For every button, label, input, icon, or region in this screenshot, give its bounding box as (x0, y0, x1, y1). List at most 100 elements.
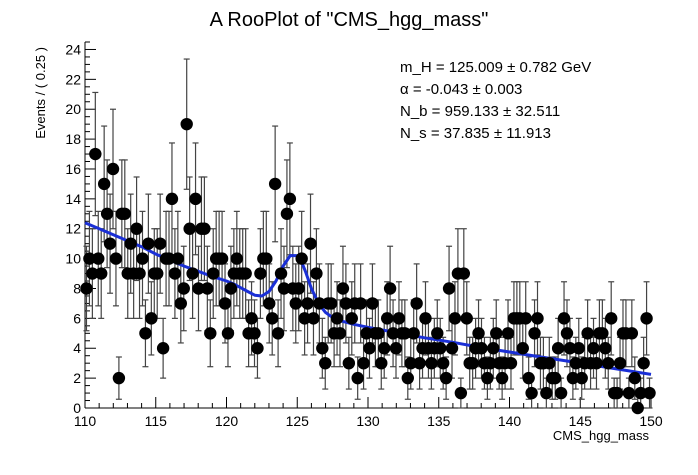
data-point (274, 267, 288, 280)
data-point (460, 312, 473, 325)
data-point (201, 282, 214, 295)
data-point (100, 207, 114, 220)
data-point (177, 282, 190, 295)
data-point (95, 267, 108, 280)
data-point (575, 371, 588, 385)
data-point (419, 312, 432, 325)
data-point (363, 342, 376, 355)
y-tick-label: 0 (73, 400, 81, 416)
data-point (92, 252, 105, 265)
data-point (434, 342, 447, 355)
data-point (204, 327, 217, 340)
data-point (599, 342, 612, 355)
y-tick-label: 22 (65, 71, 81, 87)
data-point (407, 327, 420, 340)
data-point (319, 356, 332, 370)
data-point (457, 267, 471, 280)
x-axis: 110 115 120 125 130 135 140 145 150 (74, 397, 663, 429)
error-bars (83, 58, 653, 409)
data-point (495, 371, 509, 385)
data-point (139, 327, 152, 340)
data-point (466, 356, 479, 370)
data-point (283, 192, 297, 206)
data-point (156, 342, 170, 355)
data-point (392, 312, 406, 325)
data-point (230, 252, 244, 265)
data-point (130, 222, 143, 235)
data-point (106, 162, 120, 176)
data-point (357, 356, 370, 370)
data-point (602, 356, 615, 370)
fit-param-mh: m_H = 125.009 ± 0.782 GeV (400, 59, 591, 76)
data-point (339, 297, 353, 310)
data-point (174, 297, 188, 310)
data-point (410, 297, 423, 310)
data-point (298, 312, 311, 325)
data-point (153, 237, 167, 250)
data-point (103, 237, 117, 250)
data-point (183, 222, 196, 235)
data-point (189, 192, 202, 206)
data-point (425, 356, 438, 370)
data-point (628, 371, 641, 385)
x-tick-label: 135 (427, 413, 451, 429)
y-tick-label: 6 (73, 310, 81, 326)
data-point (454, 386, 468, 400)
data-point (622, 386, 636, 400)
data-point (605, 312, 618, 325)
data-point (133, 267, 146, 280)
data-point (401, 371, 414, 385)
y-tick-label: 18 (65, 131, 81, 147)
data-point (186, 267, 199, 280)
x-axis-label: CMS_hgg_mass (553, 428, 650, 443)
data-point (136, 252, 149, 265)
data-point (83, 252, 96, 265)
data-point (490, 327, 503, 340)
data-point (525, 386, 538, 400)
x-tick-label: 115 (145, 413, 168, 429)
y-tick-label: 12 (65, 221, 81, 237)
data-point (519, 312, 532, 325)
data-point (472, 327, 485, 340)
data-point (277, 282, 291, 295)
data-point (643, 386, 656, 400)
data-point (475, 342, 488, 355)
data-point (248, 327, 261, 340)
data-point (631, 401, 644, 415)
data-point (487, 342, 500, 355)
data-point (310, 267, 323, 280)
fit-param-ns: N_s = 37.835 ± 11.913 (400, 125, 551, 142)
data-point (389, 342, 403, 355)
data-point (109, 252, 123, 265)
data-point (333, 327, 347, 340)
y-tick-label: 4 (73, 340, 81, 356)
data-point (504, 356, 518, 370)
data-point (610, 386, 624, 400)
x-tick-label: 120 (215, 413, 239, 429)
x-tick-label: 145 (569, 413, 593, 429)
data-point (145, 312, 158, 325)
data-point (587, 342, 600, 355)
x-tick-label: 125 (286, 413, 310, 429)
data-point (124, 237, 137, 250)
data-point (239, 267, 252, 280)
data-point (260, 252, 273, 265)
y-tick-label: 14 (65, 191, 81, 207)
data-point (342, 356, 356, 370)
data-point (540, 386, 553, 400)
data-point (168, 267, 182, 280)
data-point (501, 327, 515, 340)
fit-parameters: m_H = 125.009 ± 0.782 GeV α = -0.043 ± 0… (400, 59, 591, 142)
data-point (431, 327, 444, 340)
x-tick-label: 140 (498, 413, 522, 429)
data-points (80, 117, 656, 415)
data-point (560, 327, 574, 340)
data-point (531, 312, 544, 325)
data-point (221, 327, 235, 340)
data-point (569, 356, 583, 370)
x-tick-label: 110 (74, 413, 97, 429)
data-point (554, 386, 568, 400)
data-point (375, 356, 388, 370)
data-point (142, 237, 155, 250)
data-point (215, 252, 229, 265)
